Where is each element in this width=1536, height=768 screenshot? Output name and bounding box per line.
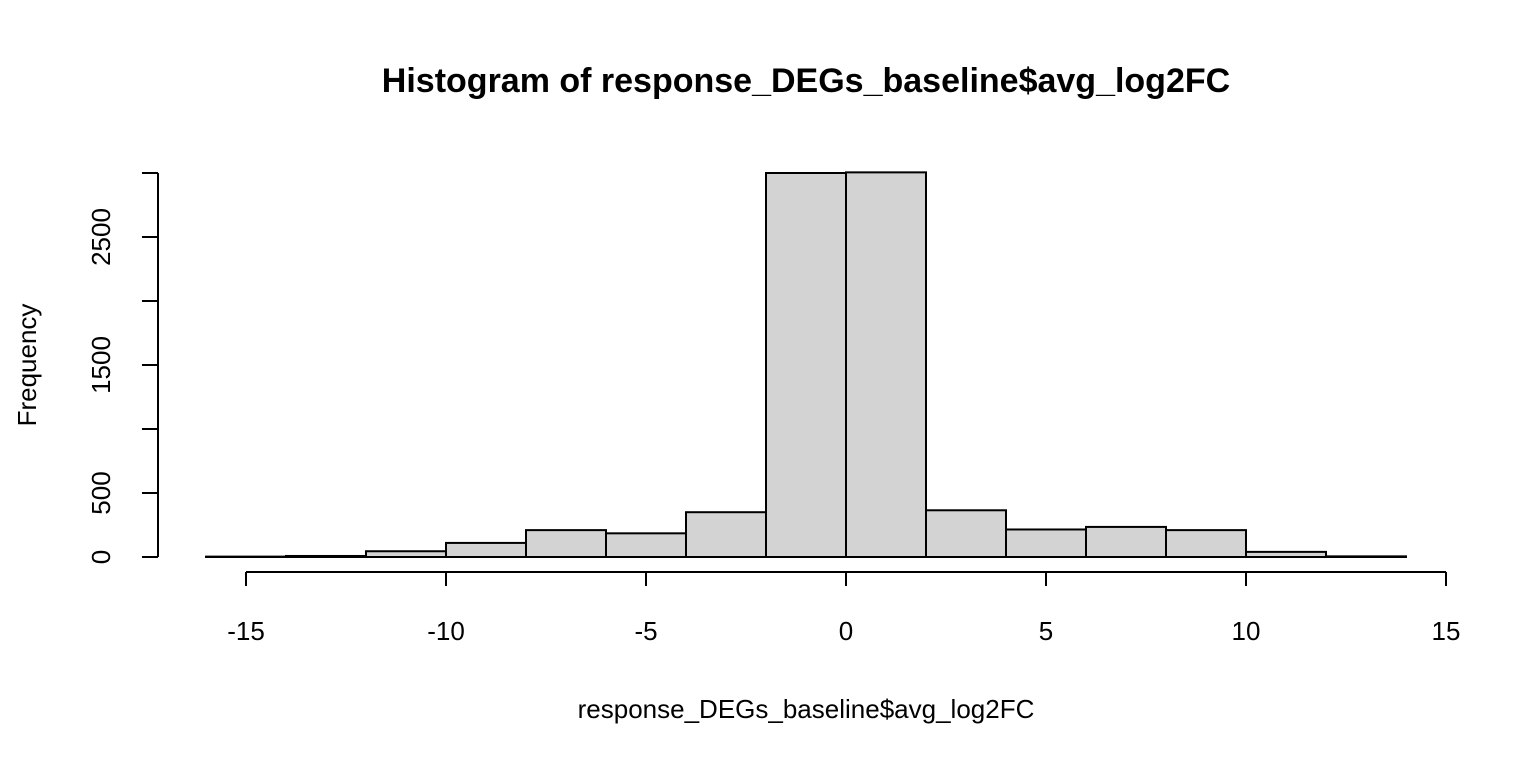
x-axis: -15 -10 -5 0 5 10 15 xyxy=(227,571,1461,646)
y-tick-label: 2500 xyxy=(86,208,116,266)
x-tick-label: 5 xyxy=(1039,616,1053,646)
histogram-bar-11 xyxy=(1085,525,1167,558)
histogram-bar-2 xyxy=(365,550,447,558)
x-tick-label: 15 xyxy=(1432,616,1461,646)
histogram-bar-13 xyxy=(1245,550,1327,559)
histogram-bar-8 xyxy=(845,171,927,559)
x-tick-label: -10 xyxy=(427,616,465,646)
histogram-bar-6 xyxy=(685,511,767,559)
histogram-bar-10 xyxy=(1005,528,1087,558)
y-tick-label: 500 xyxy=(86,471,116,514)
histogram-bar-5 xyxy=(605,532,687,559)
y-axis: 0 500 1500 2500 xyxy=(86,172,159,564)
histogram-bar-9 xyxy=(925,509,1007,558)
x-tick-label: -5 xyxy=(634,616,657,646)
x-tick-label: 10 xyxy=(1232,616,1261,646)
histogram-bar-12 xyxy=(1165,529,1247,558)
histogram-bar-1 xyxy=(285,554,367,559)
bars xyxy=(205,171,1407,559)
histogram-bar-14 xyxy=(1325,555,1407,558)
x-tick-label: -15 xyxy=(227,616,265,646)
x-axis-label: response_DEGs_baseline$avg_log2FC xyxy=(578,694,1035,724)
histogram-bar-3 xyxy=(445,541,527,558)
histogram-bar-4 xyxy=(525,529,607,558)
y-axis-label: Frequency xyxy=(12,304,42,427)
histogram-bar-7 xyxy=(765,172,847,558)
y-tick-label: 1500 xyxy=(86,336,116,394)
x-tick-label: 0 xyxy=(839,616,853,646)
chart-title: Histogram of response_DEGs_baseline$avg_… xyxy=(382,62,1230,100)
y-tick-label: 0 xyxy=(86,550,116,564)
